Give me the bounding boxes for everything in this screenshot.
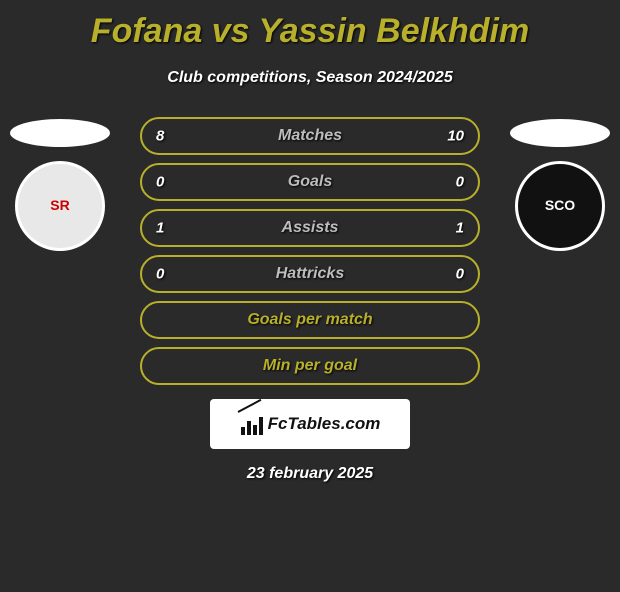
team-left-short: SR [50, 198, 69, 213]
stat-row-goals-per-match: Goals per match [140, 301, 480, 339]
stat-row-min-per-goal: Min per goal [140, 347, 480, 385]
team-right-column: SCO [510, 117, 610, 251]
stat-label: Assists [282, 219, 339, 237]
stat-right-value: 0 [456, 266, 464, 283]
stat-label: Goals per match [247, 311, 372, 329]
team-left-crest: SR [15, 161, 105, 251]
stat-label: Hattricks [276, 265, 344, 283]
stat-left-value: 0 [156, 266, 164, 283]
bar-chart-icon [240, 413, 262, 435]
stat-left-value: 1 [156, 220, 164, 237]
stat-label: Min per goal [263, 357, 357, 375]
page-title: Fofana vs Yassin Belkhdim [0, 12, 620, 51]
stat-left-value: 0 [156, 174, 164, 191]
team-right-short: SCO [545, 198, 575, 213]
stat-right-value: 1 [456, 220, 464, 237]
brand-bar[interactable]: FcTables.com [210, 399, 410, 449]
stat-right-value: 0 [456, 174, 464, 191]
player-silhouette-left [10, 119, 110, 147]
team-right-crest: SCO [515, 161, 605, 251]
stat-row-goals: 0 Goals 0 [140, 163, 480, 201]
stat-rows: 8 Matches 10 0 Goals 0 1 Assists 1 0 Hat… [140, 117, 480, 385]
stat-label: Matches [278, 127, 342, 145]
stat-right-value: 10 [447, 128, 464, 145]
player-silhouette-right [510, 119, 610, 147]
stat-row-hattricks: 0 Hattricks 0 [140, 255, 480, 293]
stat-left-value: 8 [156, 128, 164, 145]
team-left-column: SR [10, 117, 110, 251]
subtitle: Club competitions, Season 2024/2025 [0, 69, 620, 87]
stats-area: SR SCO 8 Matches 10 0 Goals 0 1 Assists … [0, 117, 620, 385]
brand-text: FcTables.com [268, 414, 381, 434]
date-text: 23 february 2025 [0, 465, 620, 483]
stat-row-assists: 1 Assists 1 [140, 209, 480, 247]
stat-label: Goals [288, 173, 332, 191]
stat-row-matches: 8 Matches 10 [140, 117, 480, 155]
